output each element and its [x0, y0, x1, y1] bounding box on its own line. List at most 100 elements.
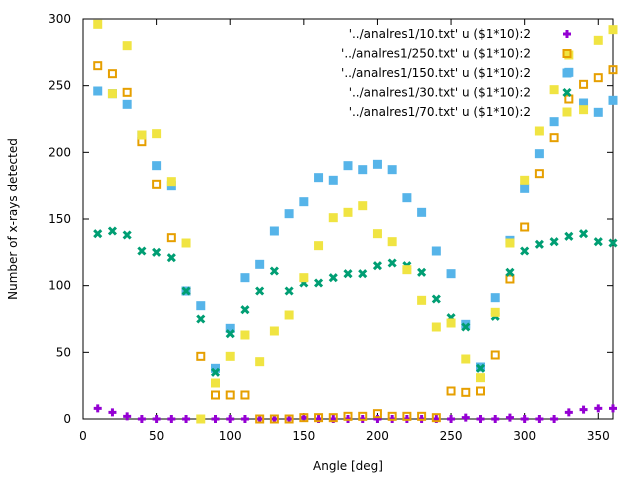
y-tick-label: 100: [48, 279, 71, 293]
y-tick-label: 150: [48, 212, 71, 226]
series-4: [93, 226, 618, 377]
data-point: [122, 87, 132, 97]
data-point: [93, 404, 102, 413]
data-point: [107, 226, 118, 236]
data-point: [593, 107, 603, 117]
data-point: [269, 414, 279, 424]
data-point: [299, 413, 309, 423]
data-point: [593, 237, 603, 247]
data-point: [343, 161, 353, 171]
axis-ticks: 0 50 100 150 200 250 300 350 0 50 100 150 200 250 300: [48, 12, 613, 443]
data-point: [446, 269, 456, 279]
data-point: [225, 329, 235, 339]
data-point: [358, 201, 368, 211]
data-point: [240, 330, 250, 340]
data-point: [417, 207, 427, 217]
data-point: [358, 411, 368, 421]
data-point: [534, 149, 544, 159]
data-point: [255, 357, 265, 367]
legend-label: '../analres1/30.txt' u ($1*10):2: [349, 86, 531, 100]
data-point: [549, 85, 559, 95]
data-point: [564, 408, 573, 417]
legend: '../analres1/10.txt' u ($1*10):2 '../anal…: [341, 27, 572, 119]
data-point: [550, 415, 559, 423]
data-point: [579, 79, 589, 89]
data-point: [343, 411, 353, 421]
data-point: [491, 415, 500, 423]
data-point: [417, 411, 427, 421]
y-tick-label: 300: [48, 12, 71, 26]
data-point: [211, 378, 220, 388]
data-point: [564, 231, 574, 241]
data-point: [196, 314, 206, 324]
data-point: [107, 69, 117, 79]
x-tick-label: 100: [219, 429, 242, 443]
data-point: [402, 265, 412, 275]
data-point: [608, 95, 618, 105]
data-point: [328, 175, 338, 185]
data-point: [255, 286, 265, 296]
data-point: [549, 133, 559, 143]
data-point: [255, 259, 265, 269]
data-point: [579, 405, 588, 414]
data-point: [594, 404, 603, 413]
data-point: [255, 414, 265, 424]
y-tick-label: 0: [63, 412, 71, 426]
data-point: [269, 326, 279, 336]
data-point: [196, 414, 206, 424]
data-point: [152, 415, 161, 423]
data-point: [284, 209, 294, 219]
data-point: [328, 213, 338, 223]
data-point: [593, 35, 603, 45]
data-point: [122, 230, 132, 240]
data-point: [210, 367, 221, 377]
data-point: [152, 247, 162, 257]
data-point: [166, 233, 176, 243]
x-tick-label: 300: [513, 429, 536, 443]
data-point: [152, 179, 162, 189]
data-point: [461, 387, 471, 397]
data-point: [225, 351, 235, 361]
data-point: [387, 237, 397, 247]
data-point: [137, 130, 147, 140]
data-point: [343, 207, 353, 217]
data-point: [313, 278, 324, 288]
data-point: [122, 99, 132, 109]
legend-marker: [562, 107, 572, 117]
data-point: [461, 322, 471, 332]
data-point: [387, 411, 397, 421]
data-point: [447, 415, 456, 423]
y-axis-label: Number of x-rays detected: [6, 138, 20, 300]
data-point: [461, 319, 471, 329]
data-point: [372, 261, 383, 271]
data-point: [225, 323, 235, 333]
legend-marker: [562, 49, 572, 58]
legend-marker: [563, 30, 571, 38]
data-point: [505, 238, 515, 248]
data-point: [520, 415, 529, 423]
data-point: [93, 61, 103, 71]
data-point: [93, 86, 103, 96]
data-point: [564, 50, 574, 60]
legend-marker: [562, 68, 572, 78]
data-point: [314, 173, 324, 183]
data-point: [328, 273, 338, 283]
data-point: [475, 363, 486, 373]
data-point: [284, 310, 294, 320]
data-point: [211, 390, 220, 400]
data-point: [314, 413, 324, 423]
data-point: [505, 413, 514, 422]
series-5: [93, 19, 618, 424]
data-point: [446, 318, 456, 328]
series-1: [93, 404, 617, 423]
data-point: [211, 415, 220, 423]
x-tick-label: 50: [149, 429, 164, 443]
data-point: [152, 161, 162, 171]
data-point: [152, 129, 162, 139]
data-point: [269, 266, 279, 276]
x-tick-label: 250: [440, 429, 463, 443]
data-point: [93, 229, 103, 239]
x-tick-label: 200: [366, 429, 389, 443]
data-point: [490, 307, 500, 317]
data-point: [299, 273, 309, 283]
